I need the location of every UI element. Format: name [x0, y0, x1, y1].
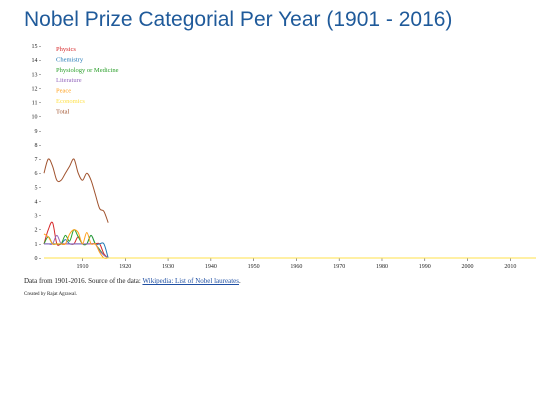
x-tick-label: 1990	[419, 264, 431, 270]
x-tick-label: 1940	[205, 264, 217, 270]
y-tick-label: 5 -	[35, 185, 42, 191]
y-tick-label: 9 -	[35, 129, 42, 135]
x-tick-label: 1980	[376, 264, 388, 270]
legend: Physics Chemistry Physiology or Medicine Li…	[56, 46, 119, 115]
x-tick-label: 2010	[504, 264, 516, 270]
y-tick-label: 10 -	[32, 115, 42, 121]
y-axis: 0 - 1 - 2 - 3 - 4 - 5 - 6 - 7 - 8 - 9 - 10 - 11 - 12…	[32, 44, 42, 262]
source-note: Data from 1901-2016. Source of the data:…	[24, 277, 241, 285]
x-tick-label: 1930	[162, 264, 174, 270]
y-tick-label: 13 -	[32, 72, 42, 78]
x-tick-label: 1950	[248, 264, 260, 270]
x-tick-label: 2000	[462, 264, 474, 270]
y-tick-label: 6 -	[35, 171, 42, 177]
y-tick-label: 15 -	[32, 44, 42, 50]
page-title: Nobel Prize Categorial Per Year (1901 - …	[24, 8, 453, 31]
y-tick-label: 7 -	[35, 157, 42, 163]
x-tick-label: 1920	[119, 264, 131, 270]
x-tick-label: 1910	[77, 264, 89, 270]
y-tick-label: 1 -	[35, 242, 42, 248]
y-tick-label: 11 -	[32, 101, 41, 107]
legend-item-total[interactable]: Total	[56, 108, 69, 115]
y-tick-label: 3 -	[35, 214, 42, 220]
y-tick-label: 8 -	[35, 143, 42, 149]
source-link[interactable]: Wikipedia: List of Nobel laureates	[142, 277, 239, 285]
y-tick-label: 12 -	[32, 86, 42, 92]
legend-item-physiology-or-medicine[interactable]: Physiology or Medicine	[56, 67, 119, 74]
y-tick-label: 0 -	[35, 256, 42, 262]
x-tick-label: 1960	[290, 264, 302, 270]
legend-item-peace[interactable]: Peace	[56, 88, 71, 95]
series-line-physics	[43, 221, 109, 259]
legend-item-chemistry[interactable]: Chemistry	[56, 56, 84, 63]
source-note-suffix: .	[238, 277, 241, 285]
x-axis: 1910 1920 1930 1940 1950 1960 1970 1980 1990 2000…	[44, 257, 536, 270]
series-line-total	[43, 158, 109, 223]
legend-item-literature[interactable]: Literature	[56, 77, 82, 84]
y-tick-label: 14 -	[32, 58, 42, 64]
source-note-text: Data from 1901-2016. Source of the data:	[24, 277, 143, 285]
series-line-peace	[43, 229, 109, 259]
x-tick-label: 1970	[333, 264, 345, 270]
y-tick-label: 4 -	[35, 199, 42, 205]
series-lines	[43, 158, 536, 259]
credit-text: Created by Rajat Agrawal.	[24, 292, 78, 297]
y-tick-label: 2 -	[35, 228, 42, 234]
legend-item-economics[interactable]: Economics	[56, 98, 85, 105]
legend-item-physics[interactable]: Physics	[56, 46, 76, 53]
